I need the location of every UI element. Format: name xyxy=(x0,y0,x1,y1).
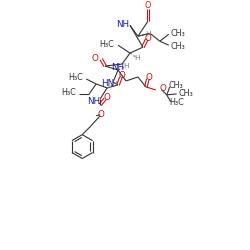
Text: H₃C: H₃C xyxy=(62,88,76,98)
Text: NH: NH xyxy=(111,62,124,72)
Text: O: O xyxy=(160,84,167,94)
Text: CH₃: CH₃ xyxy=(171,42,186,51)
Text: O: O xyxy=(97,110,104,119)
Text: O: O xyxy=(145,1,151,10)
Text: HN: HN xyxy=(101,80,114,88)
Text: H₃C: H₃C xyxy=(99,40,114,49)
Text: O: O xyxy=(118,72,126,80)
Text: O: O xyxy=(144,34,151,43)
Text: H: H xyxy=(145,31,150,37)
Text: H₃C: H₃C xyxy=(169,98,184,107)
Text: O: O xyxy=(104,93,110,102)
Text: H: H xyxy=(111,81,117,87)
Text: CH₃: CH₃ xyxy=(171,29,186,38)
Text: O: O xyxy=(146,74,152,82)
Text: H₃C: H₃C xyxy=(68,74,83,82)
Text: NH: NH xyxy=(116,20,130,29)
Text: O: O xyxy=(91,54,98,62)
Text: H: H xyxy=(123,63,129,69)
Text: H: H xyxy=(134,55,140,61)
Text: CH₃: CH₃ xyxy=(169,82,184,90)
Text: CH₃: CH₃ xyxy=(179,90,194,98)
Text: NH: NH xyxy=(87,97,100,106)
